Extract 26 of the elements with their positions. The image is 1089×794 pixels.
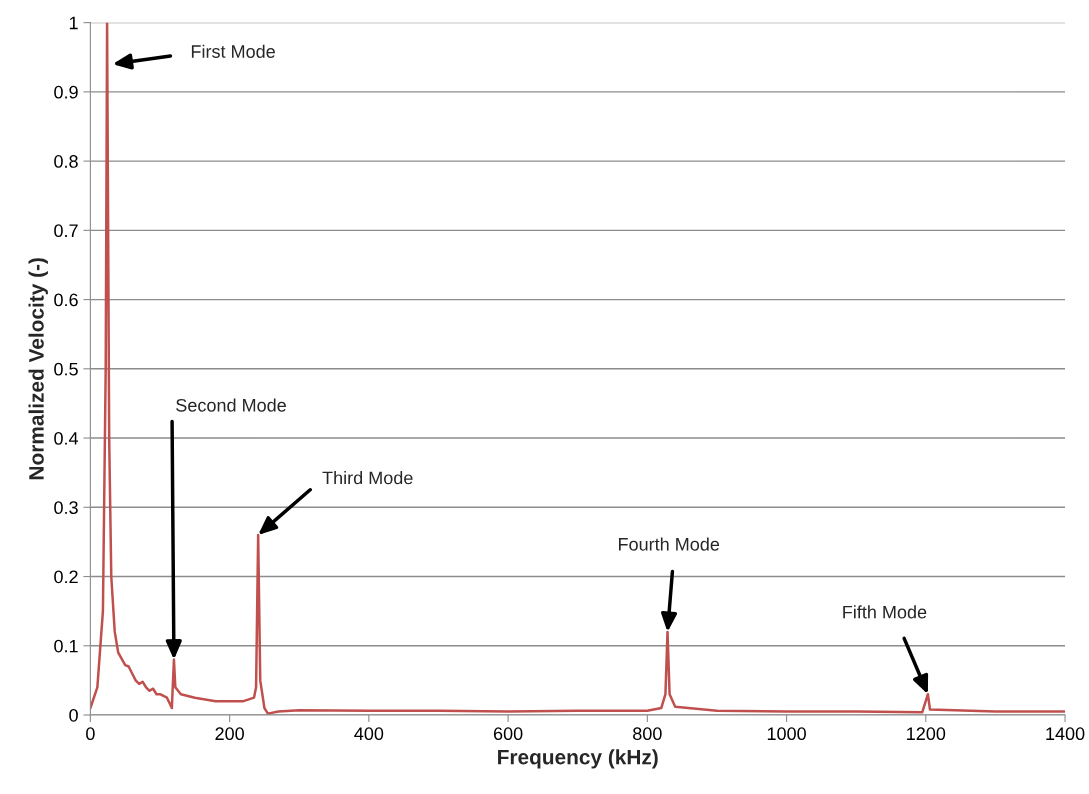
x-tick-label: 400 xyxy=(354,727,384,741)
annotation: First Mode xyxy=(191,44,275,58)
annotation: Fourth Mode xyxy=(619,537,720,551)
y-tick-label: 0.3 xyxy=(54,501,78,515)
annotation: Third Mode xyxy=(322,471,413,485)
y-tick-label: 1 xyxy=(69,16,78,30)
y-tick-label: 0.6 xyxy=(54,293,78,307)
y-axis-title: Normalized Velocity (-) xyxy=(28,258,48,480)
y-tick-label: 0.8 xyxy=(54,155,78,168)
y-tick-label: 0.5 xyxy=(54,362,78,376)
x-tick-label: 0 xyxy=(86,727,95,741)
y-tick-label: 0.1 xyxy=(54,639,78,653)
x-tick-label: 600 xyxy=(493,727,523,741)
annotation: Second Mode xyxy=(176,398,286,412)
x-tick-label: 800 xyxy=(633,727,662,741)
x-tick-label: 1000 xyxy=(767,727,806,741)
y-tick-label: 0.7 xyxy=(54,224,78,238)
x-axis-title: Frequency (kHz) xyxy=(498,749,658,769)
x-tick-label: 200 xyxy=(215,727,244,741)
y-tick-label: 0.4 xyxy=(54,431,79,445)
annotation: Fifth Mode xyxy=(843,605,927,619)
x-tick-label: 1400 xyxy=(1046,727,1085,741)
y-tick-label: 0 xyxy=(69,708,78,722)
y-tick-label: 0.2 xyxy=(54,570,78,584)
y-tick-label: 0.9 xyxy=(54,85,78,99)
x-tick-label: 1200 xyxy=(907,727,946,741)
